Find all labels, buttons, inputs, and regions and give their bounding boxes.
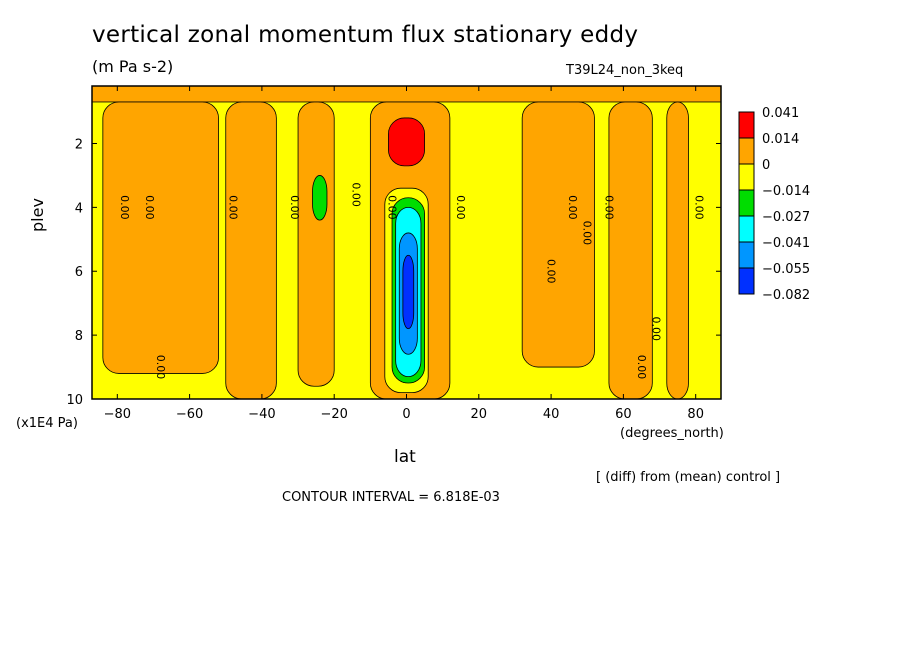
x-tick-label: 40 [543, 407, 560, 422]
contour-region-orange [608, 101, 653, 399]
contour-label: 0.00 [602, 195, 615, 220]
contour-label: 0.00 [288, 195, 301, 220]
contour-region-orange [297, 101, 335, 387]
colorbar-label: 0 [762, 158, 770, 173]
contour-label: 0.00 [154, 355, 167, 380]
y-axis: 2 4 6 8 10 [66, 137, 721, 408]
colorbar-label: −0.055 [762, 262, 810, 277]
x-tick-label: −40 [248, 407, 275, 422]
x-tick-label: −60 [176, 407, 203, 422]
colorbar-swatch [738, 215, 755, 243]
x-tick-label: −80 [104, 407, 131, 422]
colorbar-swatch [738, 163, 755, 191]
y-tick-label: 6 [75, 265, 83, 280]
x-tick-label: 80 [687, 407, 704, 422]
x-axis-units: (degrees_north) [620, 426, 724, 441]
contour-region-orange [225, 101, 277, 399]
contour-region-dark-blue [402, 254, 415, 330]
colorbar-swatch [738, 241, 755, 269]
colorbar-swatch [738, 137, 755, 165]
y-axis-units: (x1E4 Pa) [16, 416, 78, 431]
chart-units: (m Pa s-2) [92, 57, 174, 76]
contour-label: 0.00 [693, 195, 706, 220]
contour-label: 0.00 [454, 195, 467, 220]
colorbar-label: 0.041 [762, 106, 799, 121]
y-tick-label: 2 [75, 137, 83, 152]
colorbar-label: −0.041 [762, 236, 810, 251]
x-axis: −80 −60 −40 −20 0 20 40 60 80 [104, 86, 704, 422]
contour-label: 0.00 [385, 195, 398, 220]
y-tick-label: 4 [75, 201, 83, 216]
diff-note: [ (diff) from (mean) control ] [596, 470, 781, 485]
contour-region-green [312, 175, 328, 221]
contour-label: 0.00 [581, 221, 594, 246]
contour-region-orange [102, 101, 219, 374]
contour-label: 0.00 [143, 195, 156, 220]
contour-interval: CONTOUR INTERVAL = 6.818E-03 [282, 490, 500, 505]
contour-region-orange [666, 101, 689, 399]
y-tick-label: 8 [75, 329, 83, 344]
colorbar-swatch [738, 111, 755, 139]
contour-label: 0.00 [226, 195, 239, 220]
colorbar-swatch [738, 189, 755, 217]
colorbar-legend: 0.041 0.014 0 −0.014 −0.027 −0.041 −0.055 −0.08… [738, 106, 810, 303]
contour-label: 0.00 [566, 195, 579, 220]
x-tick-label: 60 [615, 407, 632, 422]
plot-area: 0.00 0.00 0.00 0.000.000.00 0.00 0.000.000.00… [92, 86, 721, 399]
x-tick-label: 0 [402, 407, 410, 422]
contour-label: 0.00 [349, 182, 362, 207]
x-tick-label: −20 [320, 407, 347, 422]
contour-label: 0.00 [118, 195, 131, 220]
colorbar-label: −0.014 [762, 184, 810, 199]
colorbar-label: −0.082 [762, 288, 810, 303]
contour-label: 0.00 [649, 316, 662, 341]
contour-region-orange [521, 101, 595, 368]
y-tick-label: 10 [66, 393, 83, 408]
contour-region-red [388, 117, 425, 167]
x-tick-label: 20 [471, 407, 488, 422]
x-axis-label: lat [394, 447, 416, 467]
colorbar-swatch [738, 267, 755, 295]
colorbar-label: −0.027 [762, 210, 810, 225]
contour-label: 0.00 [635, 355, 648, 380]
contour-label: 0.00 [544, 259, 557, 284]
chart-title: vertical zonal momentum flux stationary … [92, 22, 639, 48]
colorbar-label: 0.014 [762, 132, 799, 147]
run-id-label: T39L24_non_3keq [566, 63, 684, 78]
